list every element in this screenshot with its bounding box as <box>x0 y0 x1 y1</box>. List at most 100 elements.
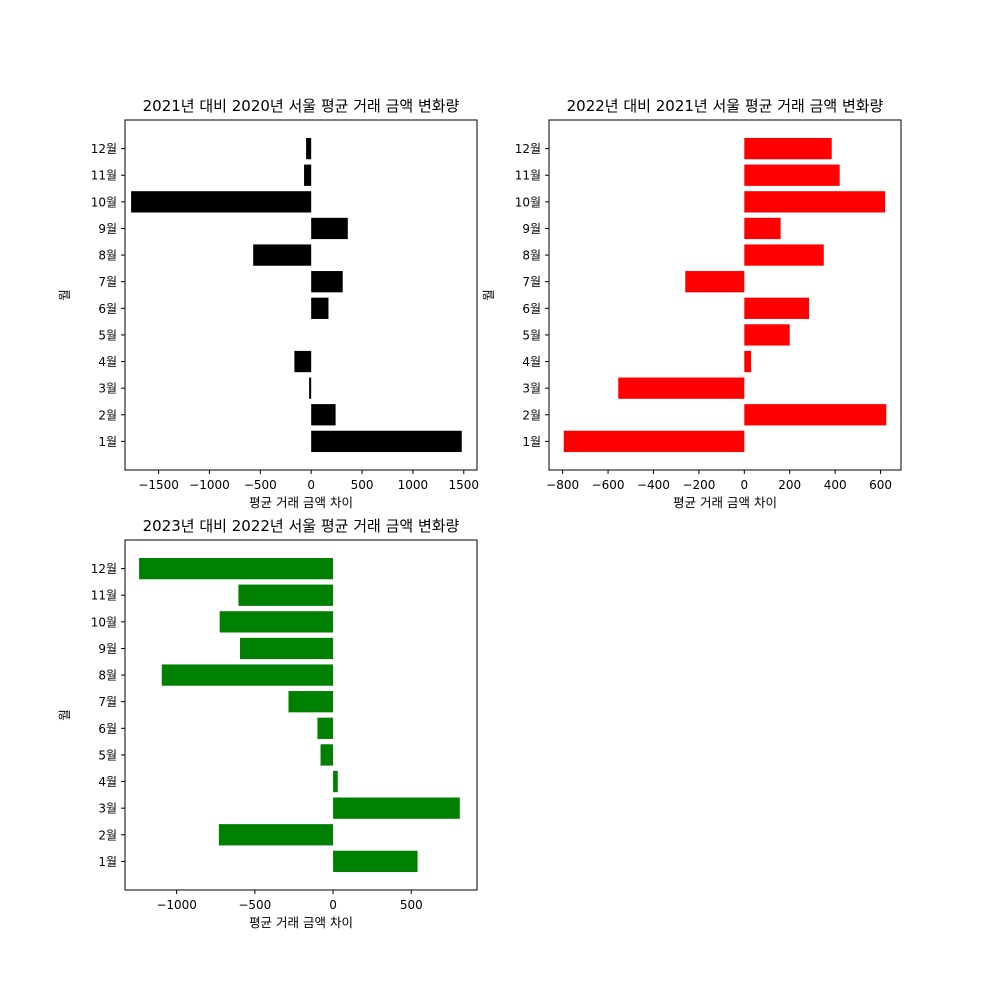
x-tick-label: −1500 <box>138 478 179 492</box>
y-tick-label: 10월 <box>91 195 117 209</box>
bar-4-month <box>333 770 338 793</box>
y-tick-label: 9월 <box>522 222 541 236</box>
y-tick-label: 10월 <box>515 195 541 209</box>
chart-title: 2023년 대비 2022년 서울 평균 거래 금액 변화량 <box>143 517 460 535</box>
bar-3-month <box>618 377 745 399</box>
bar-2-month <box>311 404 336 426</box>
bar-4-month <box>294 350 312 373</box>
bar-7-month <box>288 691 334 713</box>
x-tick-label: −1000 <box>156 898 197 912</box>
y-tick-label: 8월 <box>98 249 117 263</box>
x-tick-label: 0 <box>740 478 748 492</box>
x-axis-label: 평균 거래 금액 차이 <box>249 915 353 930</box>
chart-panel-3: 1월 2월 3월 4월 5월 6월 7월 8월 9월 10월 11월 12월 −1000 −500 0 500… <box>57 517 478 930</box>
y-tick-label: 7월 <box>98 695 117 709</box>
y-tick-label: 9월 <box>98 222 117 236</box>
bar-2-month <box>218 824 334 846</box>
bar-11-month <box>238 584 334 606</box>
bar-1-month <box>311 430 462 453</box>
bar-12-month <box>139 557 334 580</box>
x-axis-label: 평균 거래 금액 차이 <box>249 495 353 510</box>
bar-10-month <box>219 611 334 633</box>
y-tick-label: 12월 <box>91 562 117 576</box>
bar-8-month <box>744 244 824 266</box>
bar-4-month <box>744 350 752 373</box>
bar-8-month <box>253 244 312 266</box>
bar-1-month <box>333 850 418 873</box>
bar-6-month <box>317 717 334 739</box>
y-axis-label: 월 <box>57 709 72 721</box>
y-tick-label: 5월 <box>98 748 117 762</box>
x-tick-label: 0 <box>329 898 337 912</box>
x-tick-label: −600 <box>592 478 625 492</box>
y-tick-label: 5월 <box>522 328 541 342</box>
x-tick-label: −1000 <box>189 478 230 492</box>
y-tick-label: 6월 <box>522 302 541 316</box>
y-tick-label: 11월 <box>515 169 541 183</box>
bar-6-month <box>311 297 329 319</box>
y-tick-label: 7월 <box>522 275 541 289</box>
axes-frame <box>548 119 902 471</box>
x-tick-label: 1000 <box>398 478 429 492</box>
axes-frame <box>124 119 478 471</box>
bar-11-month <box>304 164 312 186</box>
y-tick-label: 7월 <box>98 275 117 289</box>
y-tick-label: 2월 <box>98 828 117 842</box>
bar-2-month <box>744 404 887 426</box>
bar-10-month <box>744 191 886 213</box>
y-tick-label: 4월 <box>522 355 541 369</box>
y-tick-label: 2월 <box>522 408 541 422</box>
bar-3-month <box>333 797 460 819</box>
chart-title: 2021년 대비 2020년 서울 평균 거래 금액 변화량 <box>143 97 460 115</box>
y-tick-label: 3월 <box>522 382 541 396</box>
bar-5-month <box>320 744 334 766</box>
x-axis-label: 평균 거래 금액 차이 <box>673 495 777 510</box>
y-tick-label: 3월 <box>98 802 117 816</box>
y-tick-label: 11월 <box>91 589 117 603</box>
bar-12-month <box>306 137 312 160</box>
bar-9-month <box>239 637 334 660</box>
y-tick-label: 8월 <box>522 249 541 263</box>
y-axis-label: 월 <box>481 289 496 301</box>
y-tick-label: 9월 <box>98 642 117 656</box>
chart-panel-1: 1월 2월 3월 4월 5월 6월 7월 8월 9월 10월 11월 12월 −1500 −1000 −50… <box>57 97 479 510</box>
y-tick-label: 12월 <box>91 142 117 156</box>
chart-panel-2: 1월 2월 3월 4월 5월 6월 7월 8월 9월 10월 11월 12월 −800 −600 −400−… <box>481 97 902 510</box>
bar-7-month <box>311 271 343 293</box>
x-tick-label: 600 <box>869 478 892 492</box>
x-tick-label: 400 <box>824 478 847 492</box>
y-tick-label: 8월 <box>98 669 117 683</box>
bar-12-month <box>744 137 832 160</box>
y-tick-label: 6월 <box>98 302 117 316</box>
chart-title: 2022년 대비 2021년 서울 평균 거래 금액 변화량 <box>567 97 884 115</box>
bar-1-month <box>563 430 745 453</box>
y-tick-label: 4월 <box>98 355 117 369</box>
x-tick-label: −200 <box>682 478 715 492</box>
x-tick-label: −400 <box>637 478 670 492</box>
y-tick-label: 5월 <box>98 328 117 342</box>
y-tick-label: 1월 <box>98 855 117 869</box>
y-tick-label: 1월 <box>98 435 117 449</box>
y-axis-label: 월 <box>57 289 72 301</box>
bar-8-month <box>161 664 334 686</box>
bar-7-month <box>685 271 745 293</box>
x-tick-label: −800 <box>546 478 579 492</box>
y-tick-label: 6월 <box>98 722 117 736</box>
bar-11-month <box>744 164 840 186</box>
axes-frame <box>124 539 478 891</box>
bar-9-month <box>311 217 348 240</box>
y-tick-label: 11월 <box>91 169 117 183</box>
y-tick-label: 12월 <box>515 142 541 156</box>
bar-9-month <box>744 217 781 240</box>
bar-5-month <box>744 324 790 346</box>
y-tick-label: 4월 <box>98 775 117 789</box>
x-tick-label: 200 <box>778 478 801 492</box>
bar-3-month <box>309 377 312 399</box>
y-tick-label: 1월 <box>522 435 541 449</box>
x-tick-label: 500 <box>351 478 374 492</box>
x-tick-label: 1500 <box>449 478 480 492</box>
y-tick-label: 10월 <box>91 615 117 629</box>
bar-10-month <box>131 191 312 213</box>
